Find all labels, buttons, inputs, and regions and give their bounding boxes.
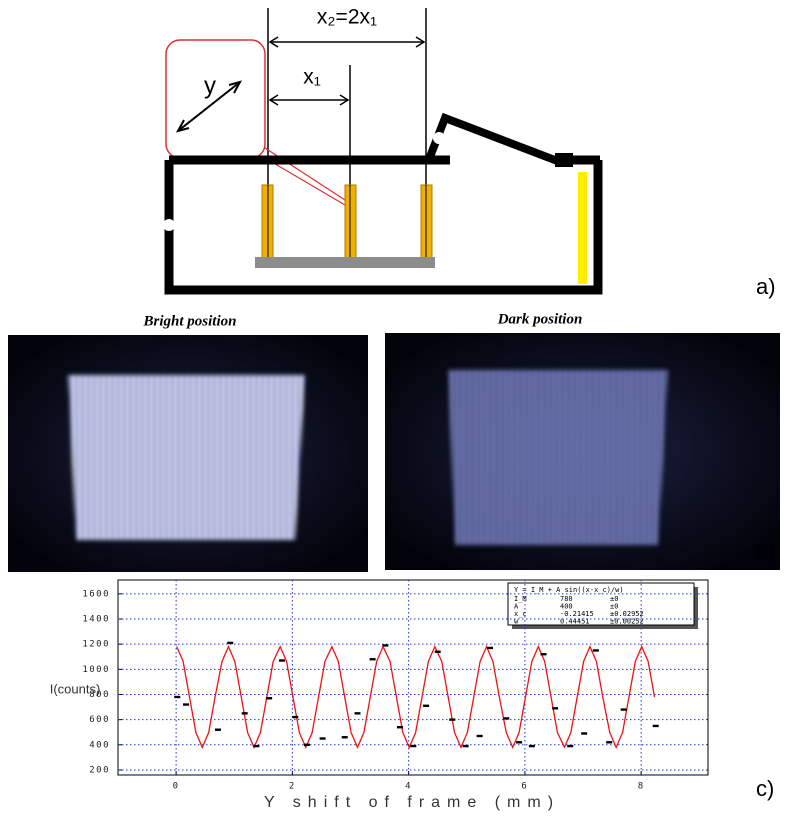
fit-param: ±0 [610,595,618,603]
data-point [449,718,456,721]
fit-param: w [514,618,519,626]
data-point [354,712,361,715]
y-tick-label: 1400 [82,615,110,625]
data-point [369,658,376,661]
fit-param: I_M [514,595,527,603]
data-point [396,725,403,729]
y-tick-label: 800 [89,690,110,700]
panel-label: c) [756,776,774,801]
data-point [620,708,627,711]
data-point [292,715,299,719]
panel-label: a) [756,274,776,299]
fit-curve [176,645,656,749]
fit-param: x_c [514,610,527,618]
y-tick-label: 200 [89,765,110,775]
x2-label: x₂=2x₁ [317,6,377,29]
data-point [341,736,348,739]
fit-param: ±0 [610,603,618,611]
fit-formula: Y = I_M + A sin((x-x_c)/w) [514,586,624,594]
y-tick-label: 1000 [82,665,110,675]
fit-param: 400 [560,603,573,611]
x-tick-label: 8 [638,782,645,792]
data-point [434,650,441,653]
data-point [503,717,510,720]
fit-param: -0.21415 [560,610,594,618]
data-point [214,728,221,731]
data-point [278,659,285,662]
panel-label: b) [756,539,776,564]
data-point [487,646,494,650]
x-tick-label: 6 [521,782,528,792]
data-point [241,712,248,715]
data-point [253,744,260,748]
diagram: x₂=2x₁ x₁ y a) [163,6,776,299]
data-point [174,695,181,699]
data-point [528,744,535,748]
data-point [552,707,559,710]
data-point [183,703,190,706]
data-point [592,649,599,652]
data-point [581,732,588,735]
data-point [567,744,574,748]
x-tick-label: 0 [173,782,180,792]
x-tick-label: 2 [289,782,296,792]
y-tick-label: 1200 [82,640,110,650]
data-point [462,744,469,748]
fit-param: ±0.00252 [610,618,644,626]
fit-param: A [514,603,519,611]
fit-param: ±0.02952 [610,610,644,618]
y-tick-label: 600 [89,715,110,725]
data-point [319,737,326,740]
data-point [540,653,547,656]
bright-caption: Bright position [143,313,237,329]
data-point [606,741,613,744]
data-point [266,697,273,700]
y-tick-label: 1600 [82,589,110,599]
data-point [476,734,483,738]
x-axis-label: Y shift of frame (mm) [264,794,560,811]
dark-caption: Dark position [497,311,583,327]
x1-label: x₁ [303,66,321,89]
data-point [227,641,234,645]
fit-box: Y = I_M + A sin((x-x_c)/w)I_M 780 ±0 A 400 ±0… [507,582,698,629]
data-point [423,704,430,708]
data-point [303,743,310,747]
data-point [410,744,417,748]
y-label: y [204,72,216,99]
fit-param: 0.44451 [560,618,590,626]
y-axis-label: I(counts) [50,681,101,696]
data-point [516,741,523,744]
data-point [652,724,659,728]
chart: I(counts) Y shift of frame (mm) c) Y = I… [50,579,774,811]
data-point [382,644,389,647]
fit-param: 780 [560,595,573,603]
x-tick-label: 4 [405,782,412,792]
images: Bright position Dark position b) [8,311,780,572]
y-tick-label: 400 [89,740,110,750]
